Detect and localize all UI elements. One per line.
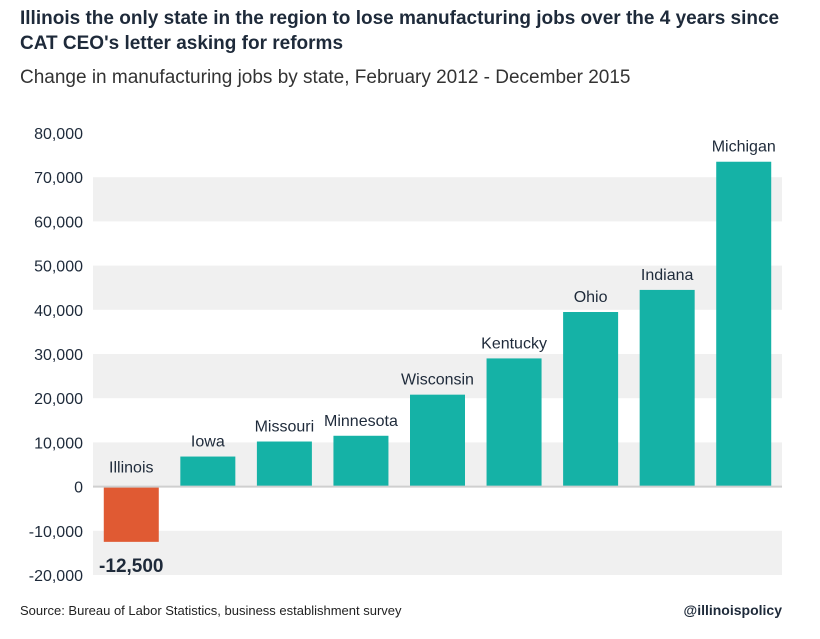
bar-iowa [180, 456, 236, 487]
bar-illinois [103, 486, 159, 542]
y-tick-label: 80,000 [34, 126, 83, 143]
bar-missouri [256, 441, 312, 487]
y-tick-label: -10,000 [29, 524, 83, 541]
category-label: Indiana [641, 267, 694, 284]
y-tick-label: -20,000 [29, 568, 83, 585]
source-note: Source: Bureau of Labor Statistics, busi… [20, 603, 402, 618]
bar-indiana [639, 289, 695, 487]
category-label: Michigan [712, 139, 776, 156]
y-tick-label: 0 [74, 480, 83, 497]
bars [93, 161, 782, 542]
y-tick-label: 20,000 [34, 391, 83, 408]
category-label: Minnesota [324, 413, 398, 430]
social-handle: @illinoispolicy [683, 602, 782, 618]
bar-wisconsin [410, 394, 465, 487]
y-tick-label: 10,000 [34, 435, 83, 452]
grid-band [93, 177, 782, 222]
category-label: Kentucky [481, 335, 547, 352]
chart-subtitle: Change in manufacturing jobs by state, F… [20, 67, 631, 88]
bar-michigan [716, 161, 772, 487]
y-tick-label: 70,000 [34, 170, 83, 187]
value-annotation: -12,500 [99, 556, 163, 577]
bar-ohio [563, 312, 619, 487]
chart-title: Illinois the only state in the region to… [20, 8, 780, 54]
bar-minnesota [333, 435, 389, 487]
y-tick-label: 50,000 [34, 259, 83, 276]
y-axis-ticks: 80,000 70,000 60,000 50,000 40,000 30,000 20,0… [29, 126, 83, 585]
y-tick-label: 30,000 [34, 347, 83, 364]
category-label: Missouri [255, 419, 315, 436]
bar-kentucky [486, 358, 542, 487]
bar-labels: Illinois Iowa Missouri Minnesota Wisconsin Ke… [99, 139, 776, 577]
grid-band [93, 530, 782, 575]
category-label: Illinois [109, 460, 153, 477]
category-label: Iowa [191, 434, 225, 451]
category-label: Wisconsin [401, 372, 474, 389]
category-label: Ohio [574, 289, 608, 306]
y-tick-label: 40,000 [34, 303, 83, 320]
y-tick-label: 60,000 [34, 214, 83, 231]
